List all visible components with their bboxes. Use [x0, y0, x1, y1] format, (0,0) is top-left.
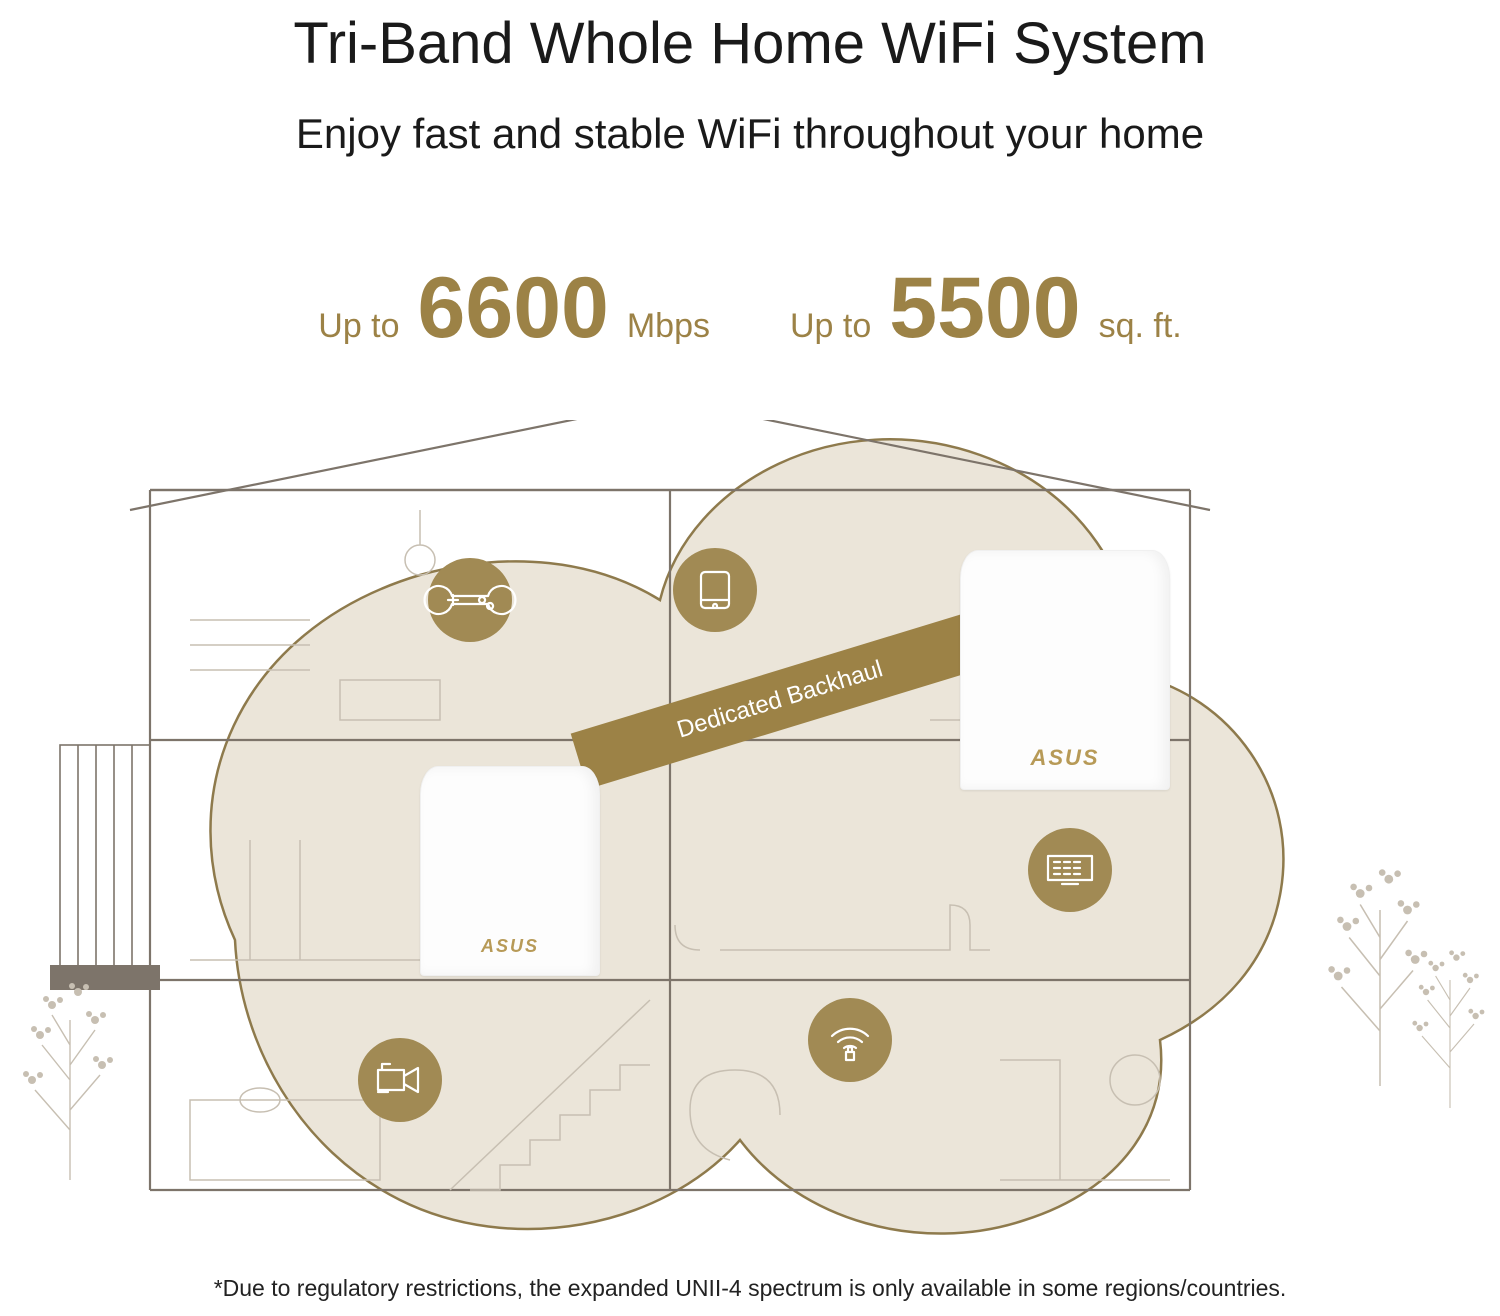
phone-icon — [673, 548, 757, 632]
tv-icon — [1028, 828, 1112, 912]
router-logo: ASUS — [1030, 745, 1099, 771]
stat-coverage: Up to 5500 sq. ft. — [790, 265, 1182, 351]
stat-unit: sq. ft. — [1099, 307, 1182, 346]
router-logo: ASUS — [481, 936, 539, 957]
footnote: *Due to regulatory restrictions, the exp… — [0, 1275, 1500, 1302]
camera-icon — [358, 1038, 442, 1122]
stat-prefix: Up to — [318, 307, 399, 346]
page-title: Tri-Band Whole Home WiFi System — [0, 10, 1500, 77]
stat-value: 6600 — [418, 265, 609, 351]
stat-value: 5500 — [889, 265, 1080, 351]
router-2: ASUS — [960, 550, 1170, 790]
stat-unit: Mbps — [627, 307, 710, 346]
page-subtitle: Enjoy fast and stable WiFi throughout yo… — [0, 110, 1500, 158]
illustration-svg — [0, 420, 1500, 1250]
house-illustration: Dedicated Backhaul ASUS ASUS — [0, 420, 1500, 1250]
stat-prefix: Up to — [790, 307, 871, 346]
stat-speed: Up to 6600 Mbps — [318, 265, 710, 351]
wifi-lock-icon — [808, 998, 892, 1082]
stats-row: Up to 6600 Mbps Up to 5500 sq. ft. — [0, 265, 1500, 351]
infographic-page: Tri-Band Whole Home WiFi System Enjoy fa… — [0, 0, 1500, 1316]
router-1: ASUS — [420, 766, 600, 976]
